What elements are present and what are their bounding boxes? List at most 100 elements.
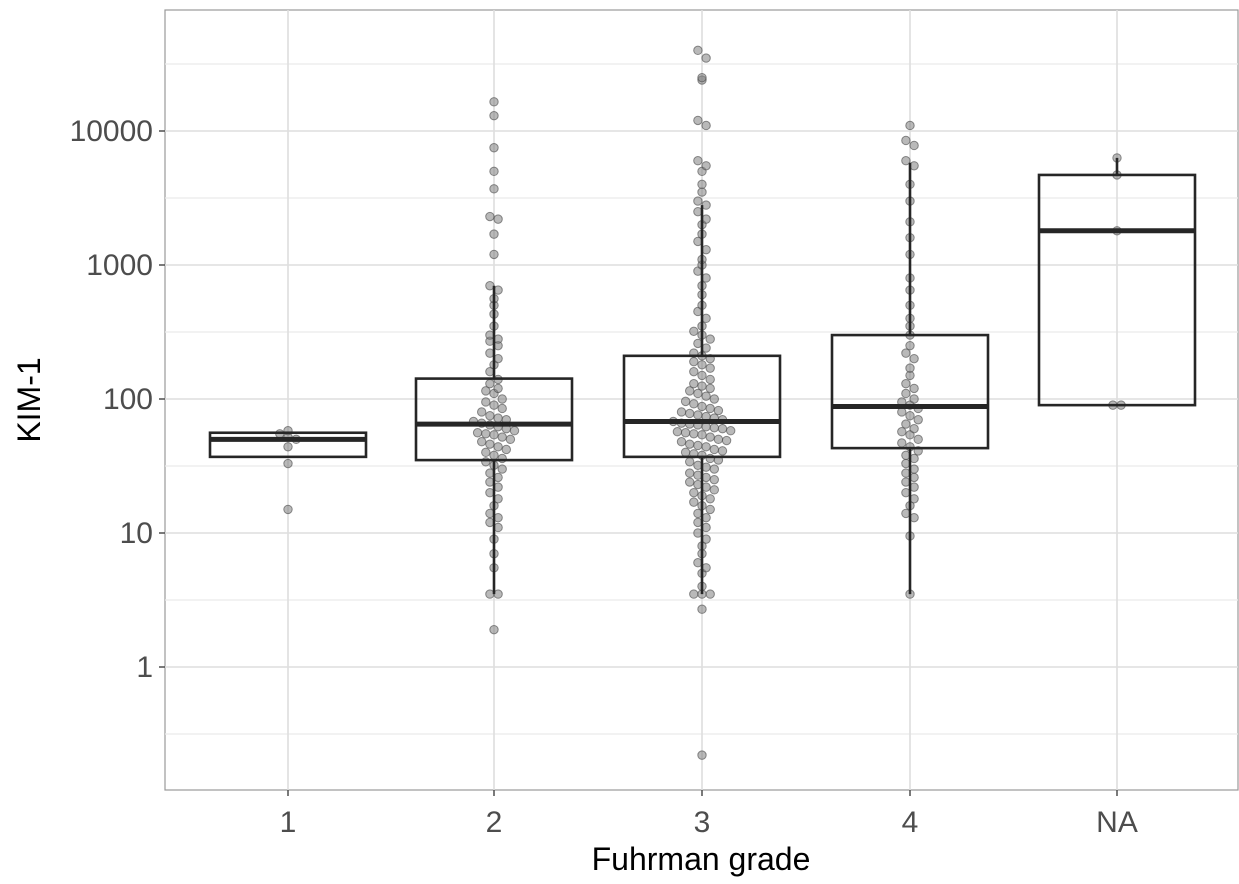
data-point — [685, 477, 695, 487]
y-axis-title: KIM-1 — [11, 357, 47, 442]
data-point — [481, 447, 491, 458]
data-point — [721, 435, 732, 446]
data-point — [489, 430, 499, 440]
data-point — [685, 408, 695, 419]
data-point — [689, 487, 699, 498]
data-point — [689, 589, 699, 599]
y-tick-label: 10000 — [70, 115, 153, 148]
data-point — [685, 439, 695, 449]
data-point — [693, 156, 703, 166]
data-point — [680, 396, 691, 407]
data-point — [497, 464, 507, 474]
y-tick-label: 10 — [120, 517, 153, 550]
y-tick-label: 100 — [103, 383, 153, 416]
data-point — [705, 432, 715, 442]
data-point — [897, 427, 907, 437]
box — [1037, 173, 1197, 407]
data-point — [901, 348, 911, 358]
data-point — [701, 391, 711, 401]
data-points — [275, 45, 1126, 760]
data-point — [689, 399, 699, 409]
x-tick-label: 3 — [694, 806, 711, 839]
data-point — [905, 363, 915, 373]
data-point — [705, 589, 715, 599]
data-point — [901, 419, 911, 429]
data-point — [897, 438, 907, 448]
data-point — [680, 447, 691, 458]
data-point — [493, 442, 503, 452]
data-point — [489, 184, 499, 194]
data-point — [685, 386, 695, 396]
data-point — [713, 405, 724, 416]
data-point — [905, 411, 915, 421]
axis-ticks: 1 10 100 1000 10000 1 2 3 4 NA — [70, 115, 1138, 839]
data-point — [697, 401, 707, 412]
data-point — [685, 468, 695, 478]
data-point — [693, 45, 703, 56]
x-axis-title: Fuhrman grade — [592, 841, 811, 877]
data-point — [283, 504, 293, 515]
data-point — [705, 494, 715, 504]
data-point — [489, 111, 499, 121]
data-point — [485, 411, 495, 421]
data-point — [709, 394, 719, 404]
data-point — [905, 120, 915, 131]
data-point — [909, 424, 919, 434]
data-point — [689, 497, 699, 507]
data-point — [689, 356, 699, 367]
data-point — [689, 326, 699, 337]
data-point — [489, 450, 499, 461]
data-point — [701, 161, 711, 171]
data-point — [909, 383, 919, 394]
data-point — [701, 442, 711, 452]
data-point — [901, 135, 911, 146]
data-point — [697, 381, 707, 391]
data-point — [680, 428, 691, 438]
data-point — [905, 340, 915, 351]
data-point — [489, 400, 499, 410]
data-point — [501, 444, 511, 455]
y-tick-label: 1000 — [86, 249, 153, 282]
data-point — [497, 403, 507, 414]
data-point — [697, 187, 707, 197]
data-point — [676, 437, 687, 447]
data-point — [497, 453, 507, 464]
x-tick-label: 4 — [902, 806, 919, 839]
x-tick-label: 1 — [280, 806, 297, 839]
data-point — [697, 360, 707, 370]
data-point — [693, 440, 703, 451]
data-point — [481, 386, 491, 396]
box — [414, 377, 574, 462]
data-point — [909, 353, 919, 364]
data-point — [689, 429, 699, 439]
data-point — [283, 458, 293, 469]
data-point — [709, 485, 719, 495]
box-plots — [208, 157, 1197, 595]
data-point — [913, 434, 923, 445]
data-point — [705, 383, 715, 394]
data-point — [909, 394, 919, 404]
data-point — [709, 444, 719, 455]
data-point — [481, 429, 491, 439]
data-point — [697, 430, 707, 440]
data-point — [705, 453, 715, 464]
data-point — [701, 120, 711, 131]
data-point — [697, 604, 707, 614]
data-point — [283, 442, 293, 452]
data-point — [697, 179, 707, 190]
data-point — [493, 383, 503, 394]
data-point — [913, 415, 923, 425]
data-point — [726, 426, 736, 436]
data-point — [489, 143, 499, 153]
data-point — [472, 428, 483, 438]
data-point — [477, 407, 487, 417]
data-point — [901, 156, 911, 166]
data-point — [697, 370, 707, 381]
data-point — [901, 388, 911, 399]
data-point — [676, 407, 687, 417]
data-point — [485, 211, 495, 222]
data-point — [709, 464, 719, 474]
data-point — [705, 334, 715, 344]
data-point — [693, 196, 703, 206]
box — [830, 333, 990, 450]
